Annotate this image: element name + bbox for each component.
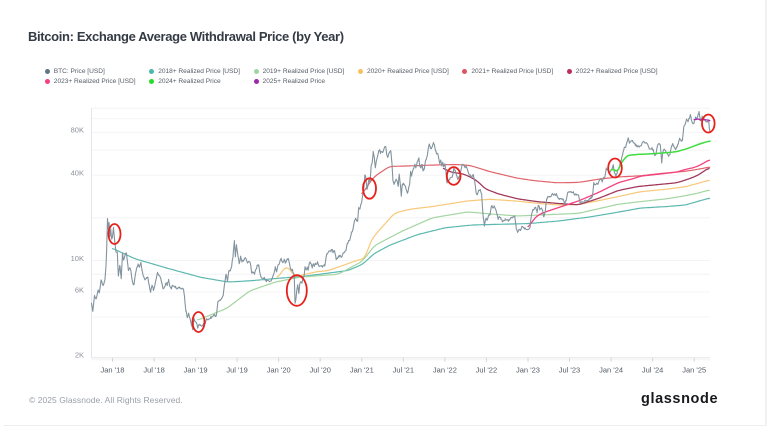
svg-text:Jan '22: Jan '22 [433,366,457,375]
svg-text:80K: 80K [71,126,84,135]
svg-text:Jan '21: Jan '21 [350,366,374,375]
svg-text:Jul '19: Jul '19 [226,366,247,375]
svg-text:Jul '22: Jul '22 [476,366,497,375]
svg-text:Jan '23: Jan '23 [516,366,540,375]
svg-text:Jul '24: Jul '24 [642,366,663,375]
svg-text:Jan '24: Jan '24 [599,366,623,375]
svg-text:2K: 2K [75,351,84,360]
svg-text:Jul '23: Jul '23 [559,366,580,375]
svg-text:Jan '19: Jan '19 [184,366,208,375]
svg-text:40K: 40K [71,168,84,177]
svg-text:6K: 6K [75,285,84,294]
svg-text:10K: 10K [71,254,84,263]
svg-text:Jul '21: Jul '21 [393,366,414,375]
svg-text:Jul '20: Jul '20 [309,366,330,375]
svg-text:Jan '25: Jan '25 [682,366,706,375]
svg-text:Jan '18: Jan '18 [101,366,125,375]
svg-text:Jan '20: Jan '20 [267,366,291,375]
svg-text:Jul '18: Jul '18 [143,366,164,375]
